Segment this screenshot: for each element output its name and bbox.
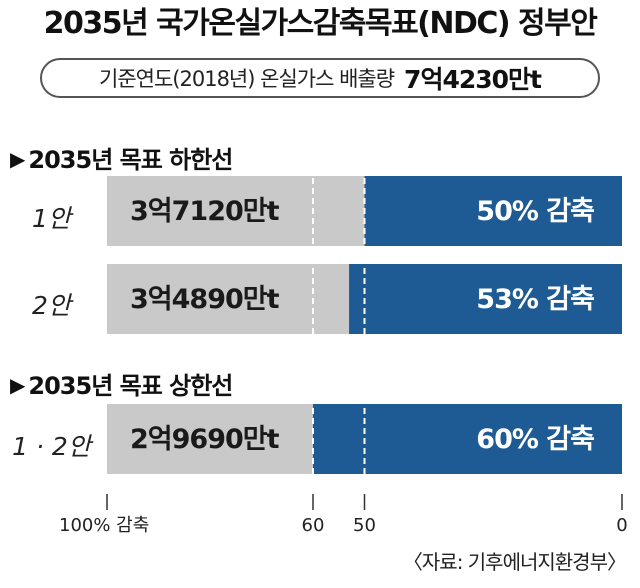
remaining-bar bbox=[107, 264, 350, 334]
emissions-label: 3억7120만t bbox=[130, 196, 280, 227]
axis-tick-label: 100% 감축 bbox=[59, 515, 149, 536]
reduction-bar bbox=[364, 176, 622, 246]
section-upper-bound: ▶ 2035년 목표 상한선 bbox=[10, 366, 233, 401]
remaining-bar bbox=[107, 176, 365, 246]
section-label: 2035년 목표 상한선 bbox=[28, 372, 233, 400]
reduction-label: 53% 감축 bbox=[476, 284, 594, 315]
baseline-label: 기준연도(2018년) 온실가스 배출량 bbox=[99, 67, 395, 91]
chart-title: 2035년 국가온실가스감축목표(NDC) 정부안 bbox=[43, 6, 598, 41]
triangle-icon: ▶ bbox=[10, 147, 25, 171]
section-lower-bound: ▶ 2035년 목표 하한선 bbox=[10, 140, 233, 175]
row-label-1: 1안 bbox=[32, 204, 71, 233]
row-label-2: 2안 bbox=[32, 291, 71, 320]
row-label-3: 1 · 2안 bbox=[12, 432, 91, 461]
reduction-label: 50% 감축 bbox=[476, 196, 594, 227]
axis-tick-label: 50 bbox=[353, 515, 376, 536]
reduction-bar bbox=[349, 264, 622, 334]
axis-tick-label: 60 bbox=[302, 515, 325, 536]
remaining-bar bbox=[107, 404, 313, 474]
source-note: 〈자료: 기후에너지환경부〉 bbox=[402, 550, 627, 574]
section-label: 2035년 목표 하한선 bbox=[28, 146, 233, 174]
emissions-label: 2억9690만t bbox=[130, 424, 280, 455]
reduction-label: 60% 감축 bbox=[476, 424, 594, 455]
baseline-value: 7억4230만t bbox=[404, 65, 542, 94]
baseline-box: 기준연도(2018년) 온실가스 배출량 7억4230만t bbox=[40, 58, 600, 98]
emissions-label: 3억4890만t bbox=[130, 284, 280, 315]
triangle-icon: ▶ bbox=[10, 373, 25, 397]
axis-tick-label: 0 bbox=[616, 515, 627, 536]
